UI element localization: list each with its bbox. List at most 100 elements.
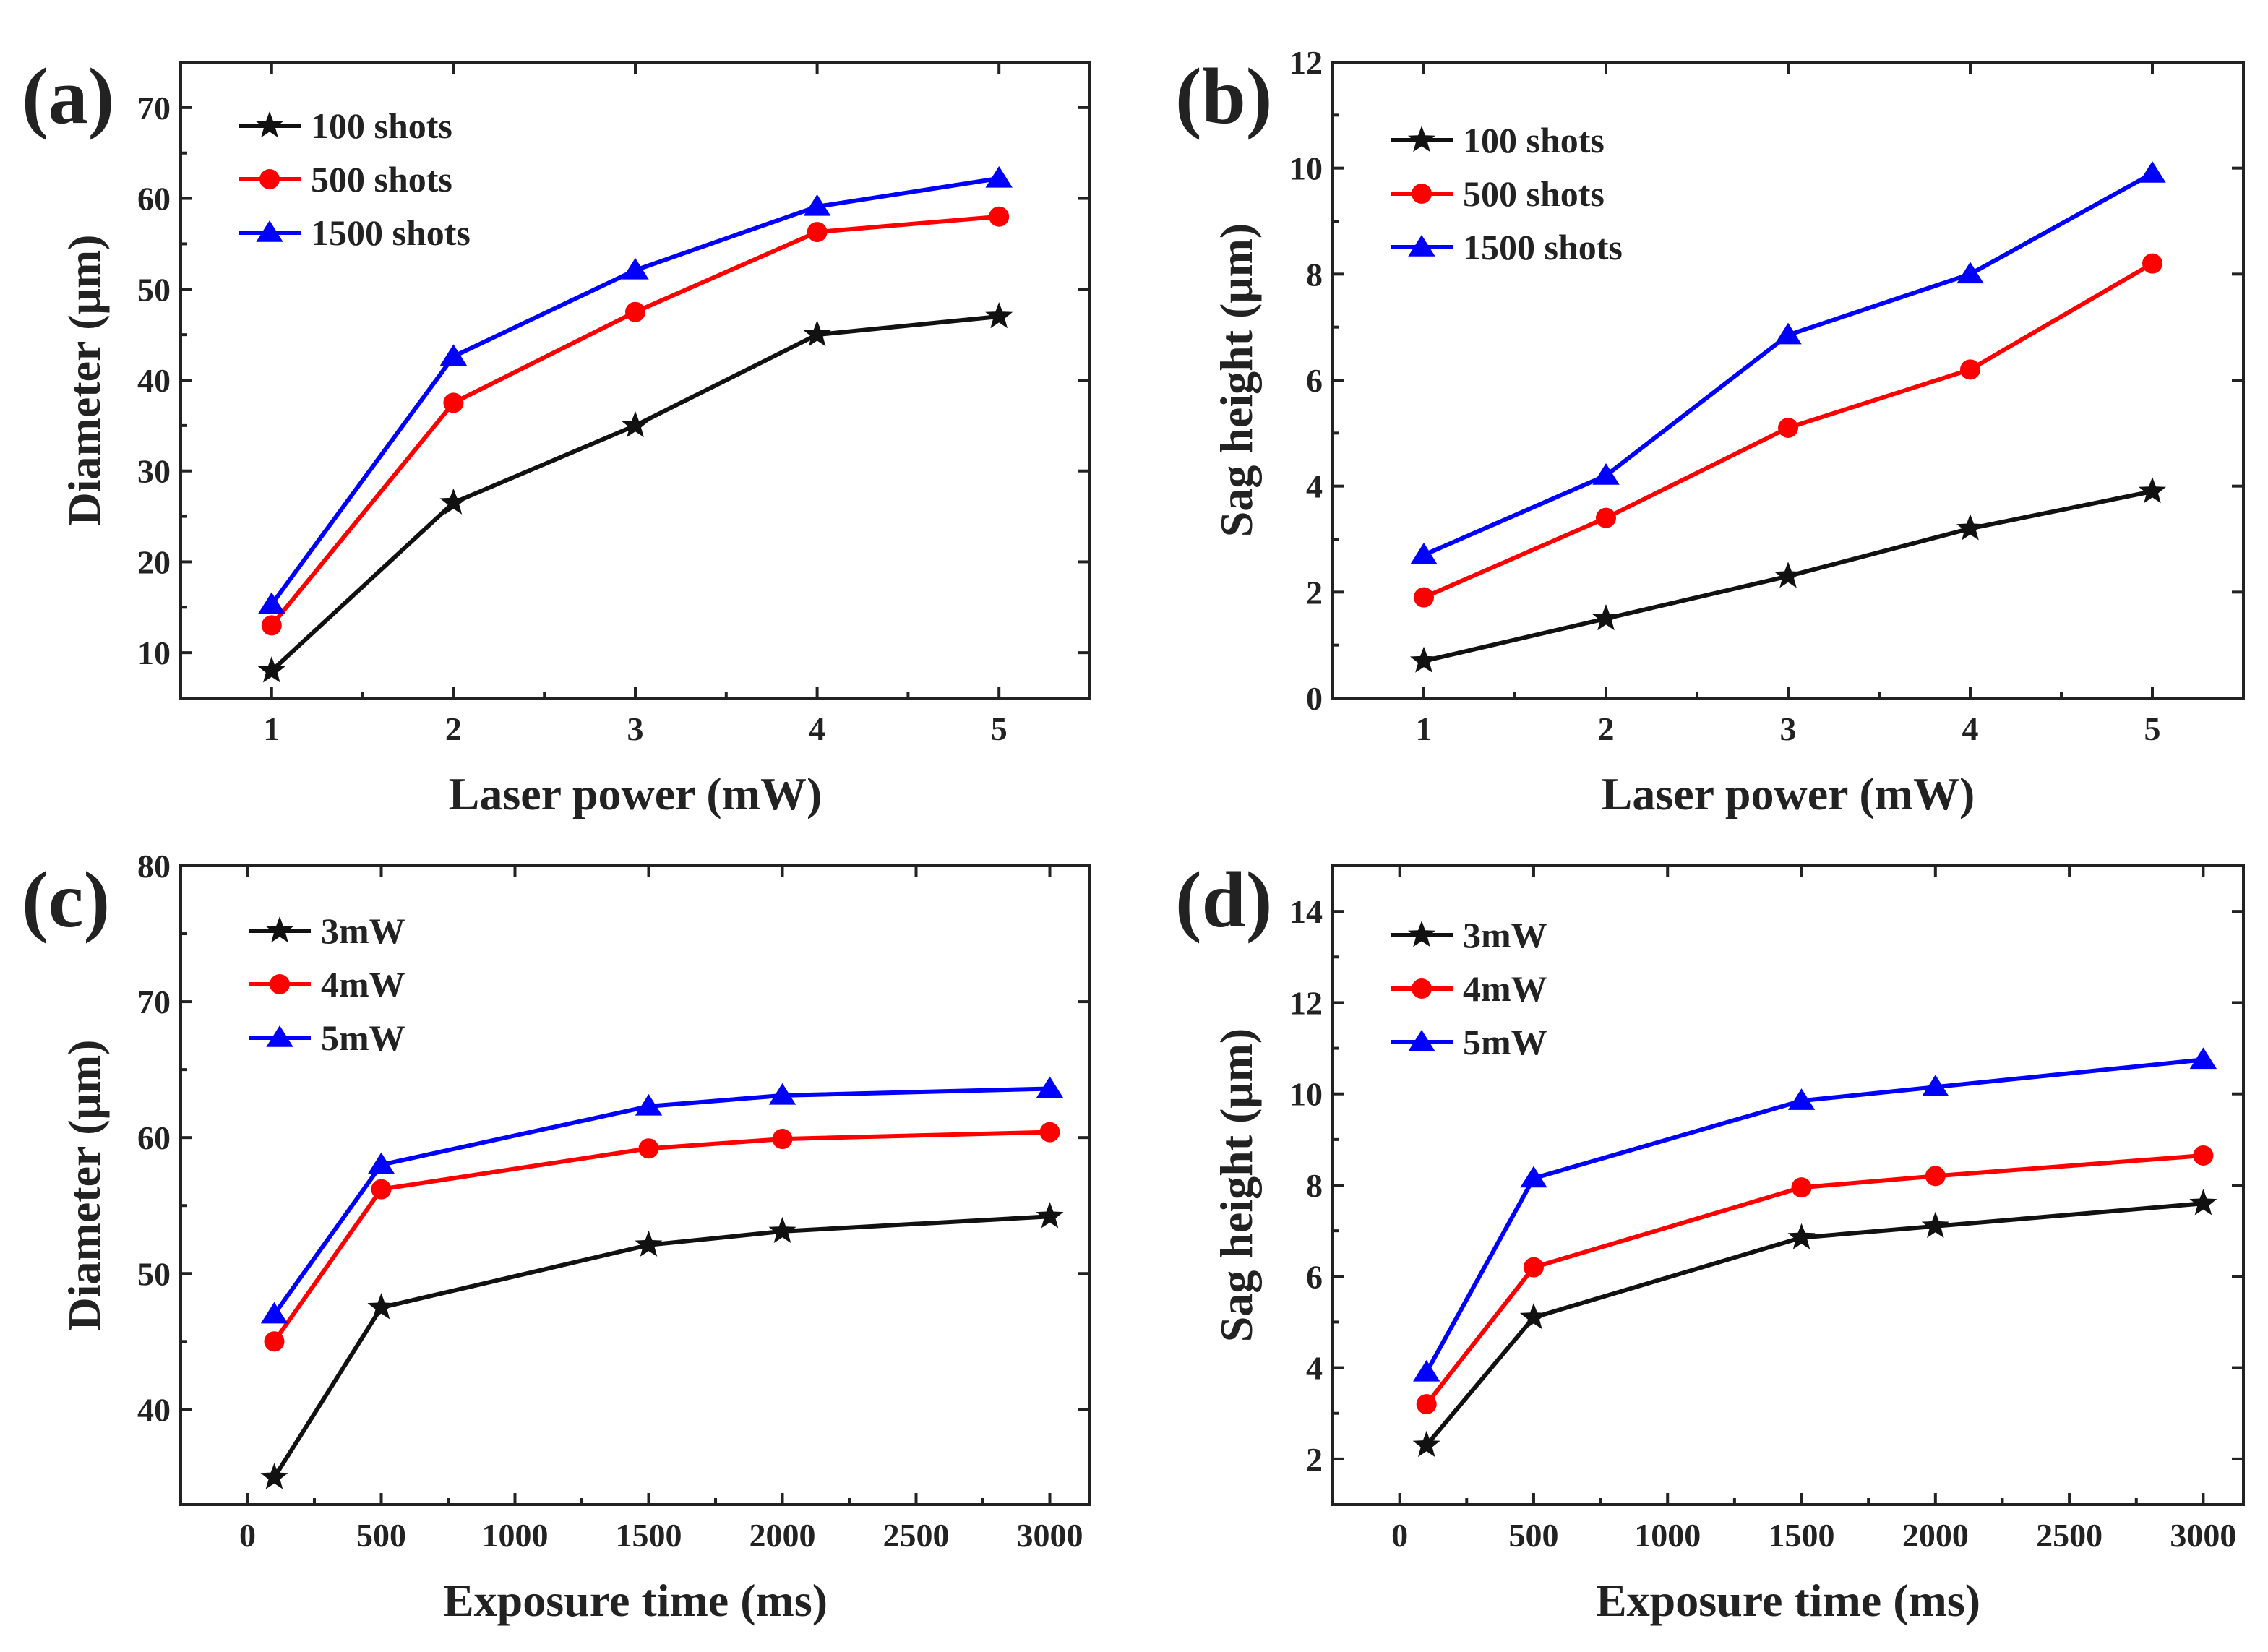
y-tick-label: 10 bbox=[137, 634, 171, 671]
data-point bbox=[439, 344, 468, 366]
data-point bbox=[1956, 514, 1984, 541]
series-line-2 bbox=[272, 1086, 1050, 1316]
series-line-0 bbox=[272, 1214, 1050, 1479]
y-tick-label: 50 bbox=[137, 1255, 171, 1292]
data-point bbox=[989, 206, 1010, 227]
y-tick-label: 12 bbox=[1289, 44, 1323, 81]
y-tick-label: 60 bbox=[137, 1119, 171, 1156]
data-point bbox=[2189, 1189, 2217, 1216]
legend-marker bbox=[1408, 126, 1435, 152]
data-point bbox=[985, 302, 1013, 329]
x-tick-label: 2000 bbox=[749, 1517, 816, 1554]
data-point bbox=[1036, 1202, 1064, 1229]
y-tick-label: 20 bbox=[137, 543, 171, 580]
data-point bbox=[260, 1302, 288, 1324]
x-tick-label: 1000 bbox=[482, 1517, 549, 1554]
chart-panel-0: 1 2 3 4 5 10 20 30 40 50 60 70 Laser power (mW) Diame… bbox=[22, 52, 1091, 819]
y-tick-label: 2 bbox=[1306, 1441, 1323, 1478]
x-axis-label: Laser power (mW) bbox=[449, 768, 822, 819]
y-tick-label: 0 bbox=[1306, 680, 1323, 717]
x-tick-label: 1500 bbox=[616, 1517, 682, 1554]
data-point bbox=[367, 1293, 395, 1320]
x-tick-label: 500 bbox=[1508, 1517, 1558, 1554]
data-point bbox=[1791, 1177, 1812, 1198]
y-tick-label: 12 bbox=[1289, 984, 1323, 1021]
data-point bbox=[2193, 1145, 2214, 1166]
data-point bbox=[1592, 463, 1620, 485]
data-point bbox=[1523, 1257, 1544, 1278]
data-point bbox=[1519, 1303, 1547, 1330]
legend-label: 500 shots bbox=[311, 159, 452, 199]
data-point bbox=[1414, 587, 1434, 608]
legend-marker bbox=[266, 916, 293, 943]
y-tick-label: 14 bbox=[1289, 893, 1323, 930]
x-tick-label: 1000 bbox=[1634, 1517, 1701, 1554]
data-point bbox=[807, 222, 828, 243]
x-tick-label: 2000 bbox=[1902, 1517, 1969, 1554]
legend-marker bbox=[1408, 921, 1435, 947]
y-axis-label: Diameter (μm) bbox=[59, 235, 110, 526]
data-point bbox=[803, 320, 831, 347]
data-point bbox=[2189, 1047, 2217, 1070]
legend-label: 5mW bbox=[321, 1018, 405, 1058]
legend-marker bbox=[1412, 184, 1432, 204]
y-tick-label: 6 bbox=[1306, 362, 1323, 399]
panel-label: (b) bbox=[1175, 52, 1272, 140]
data-point bbox=[1922, 1075, 1949, 1096]
legend-marker bbox=[1408, 235, 1435, 257]
data-point bbox=[2139, 477, 2166, 504]
y-tick-label: 6 bbox=[1306, 1258, 1323, 1295]
legend-marker bbox=[256, 111, 283, 138]
legend-marker bbox=[1412, 978, 1432, 999]
legend-label: 5mW bbox=[1463, 1022, 1547, 1062]
data-point bbox=[625, 301, 645, 322]
x-tick-label: 1 bbox=[1416, 710, 1432, 747]
data-point bbox=[985, 165, 1013, 188]
data-point bbox=[257, 656, 285, 683]
panel-label: (c) bbox=[22, 856, 110, 944]
data-point bbox=[261, 615, 282, 636]
data-point bbox=[258, 592, 285, 614]
x-tick-label: 4 bbox=[1962, 710, 1979, 747]
legend-label: 100 shots bbox=[1463, 120, 1605, 160]
data-point bbox=[371, 1179, 392, 1200]
data-point bbox=[1787, 1223, 1816, 1249]
y-tick-label: 40 bbox=[137, 362, 171, 399]
series-line-2 bbox=[1425, 1057, 2204, 1374]
data-point bbox=[260, 1463, 288, 1489]
data-point bbox=[443, 392, 464, 413]
y-tick-label: 30 bbox=[137, 453, 171, 490]
y-axis-label: Sag height (μm) bbox=[1211, 1028, 1262, 1343]
data-point bbox=[1410, 543, 1438, 564]
x-tick-label: 3 bbox=[1780, 710, 1797, 747]
data-point bbox=[768, 1216, 796, 1244]
data-point bbox=[622, 410, 649, 437]
data-point bbox=[1413, 1359, 1440, 1382]
data-point bbox=[439, 488, 468, 515]
x-tick-label: 2500 bbox=[883, 1517, 950, 1554]
data-point bbox=[1412, 1430, 1440, 1458]
chart-panel-3: 0 500 1000 1500 2000 2500 3000 2 4 6 8 10 12 14 Exposu… bbox=[1175, 856, 2245, 1626]
x-tick-label: 1500 bbox=[1769, 1517, 1835, 1554]
legend-marker bbox=[266, 1025, 293, 1047]
data-point bbox=[1778, 418, 1798, 438]
data-point bbox=[803, 194, 831, 216]
y-tick-label: 4 bbox=[1306, 1350, 1323, 1387]
y-tick-label: 2 bbox=[1306, 574, 1323, 611]
data-point bbox=[638, 1138, 659, 1159]
y-axis-label: Sag height (μm) bbox=[1211, 223, 1262, 538]
y-tick-label: 80 bbox=[137, 848, 171, 885]
y-tick-label: 40 bbox=[137, 1391, 171, 1428]
x-tick-label: 2 bbox=[445, 710, 462, 747]
panel-label: (a) bbox=[22, 52, 114, 140]
x-tick-label: 3 bbox=[627, 710, 644, 747]
y-tick-label: 8 bbox=[1306, 1167, 1323, 1204]
x-tick-label: 2500 bbox=[2036, 1517, 2102, 1554]
x-tick-label: 2 bbox=[1598, 710, 1615, 747]
data-point bbox=[1774, 562, 1802, 588]
data-point bbox=[1787, 1088, 1816, 1110]
panel-label: (d) bbox=[1175, 856, 1272, 944]
plot-frame bbox=[179, 864, 1091, 1506]
data-point bbox=[1960, 359, 1980, 380]
